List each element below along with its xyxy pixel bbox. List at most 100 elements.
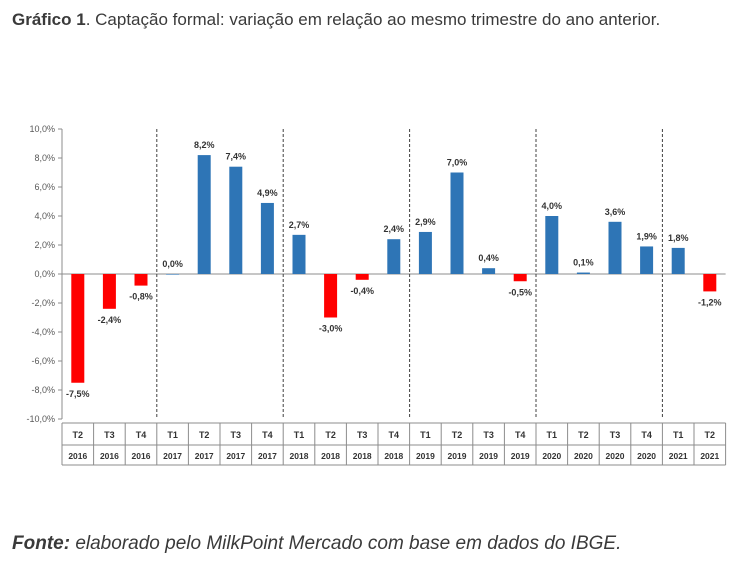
data-label: 3,6%	[605, 207, 626, 217]
x-tick-label-quarter: T2	[73, 430, 84, 440]
x-tick-label-quarter: T2	[705, 430, 716, 440]
source-note: Fonte: elaborado pelo MilkPoint Mercado …	[12, 533, 621, 555]
x-tick-label-quarter: T4	[389, 430, 400, 440]
chart-title-prefix: Gráfico 1	[12, 10, 86, 29]
x-tick-label-quarter: T2	[325, 430, 336, 440]
bar	[671, 247, 685, 274]
data-label: -3,0%	[319, 324, 343, 334]
bar	[576, 272, 590, 274]
x-tick-label-quarter: T4	[136, 430, 147, 440]
bar	[229, 166, 243, 274]
x-tick-label-year: 2019	[416, 451, 435, 461]
data-label: -0,5%	[508, 287, 532, 297]
x-tick-label-quarter: T1	[294, 430, 305, 440]
x-tick-label-year: 2017	[226, 451, 245, 461]
source-text: elaborado pelo MilkPoint Mercado com bas…	[70, 533, 622, 554]
data-label: 2,7%	[289, 220, 310, 230]
data-label: 0,0%	[162, 259, 183, 269]
x-tick-label-year: 2019	[479, 451, 498, 461]
bar	[355, 274, 369, 280]
bar	[260, 202, 274, 274]
x-tick-label-quarter: T3	[483, 430, 494, 440]
bar	[450, 172, 464, 274]
x-tick-label-year: 2017	[163, 451, 182, 461]
data-label: -0,8%	[129, 292, 153, 302]
data-label: 4,0%	[542, 201, 563, 211]
y-tick-label: 10,0%	[29, 124, 55, 134]
x-tick-label-year: 2020	[574, 451, 593, 461]
data-label: 2,4%	[384, 224, 405, 234]
bar	[513, 274, 527, 282]
y-tick-label: -8,0%	[31, 385, 55, 395]
x-tick-label-quarter: T1	[673, 430, 684, 440]
x-tick-label-quarter: T3	[104, 430, 115, 440]
x-tick-label-quarter: T4	[515, 430, 526, 440]
bar	[292, 234, 306, 274]
bar	[324, 274, 338, 318]
x-tick-label-quarter: T3	[231, 430, 242, 440]
x-tick-label-year: 2018	[384, 451, 403, 461]
x-tick-label-year: 2017	[195, 451, 214, 461]
x-tick-label-year: 2021	[669, 451, 688, 461]
bar	[482, 268, 496, 274]
x-tick-label-quarter: T3	[610, 430, 621, 440]
x-tick-label-quarter: T4	[641, 430, 652, 440]
data-label: 8,2%	[194, 140, 215, 150]
y-tick-label: -4,0%	[31, 327, 55, 337]
x-tick-label-quarter: T2	[452, 430, 463, 440]
x-tick-label-quarter: T2	[199, 430, 210, 440]
x-tick-label-year: 2016	[68, 451, 87, 461]
x-tick-label-quarter: T2	[578, 430, 589, 440]
data-label: 7,4%	[226, 152, 247, 162]
x-tick-label-year: 2018	[290, 451, 309, 461]
chart-title-text: . Captação formal: variação em relação a…	[85, 10, 661, 29]
data-label: -2,4%	[98, 315, 122, 325]
x-tick-label-year: 2016	[100, 451, 119, 461]
y-tick-label: -2,0%	[31, 298, 55, 308]
x-tick-label-year: 2020	[542, 451, 561, 461]
y-tick-label: 0,0%	[34, 269, 55, 279]
bar	[197, 155, 211, 274]
data-label: 0,4%	[478, 253, 499, 263]
x-tick-label-quarter: T1	[420, 430, 431, 440]
data-label: 2,9%	[415, 217, 436, 227]
bar	[387, 239, 401, 274]
x-tick-label-year: 2017	[258, 451, 277, 461]
bar	[545, 216, 559, 274]
bar	[134, 274, 148, 286]
bar-chart: -10,0% -8,0% -6,0% -4,0% -2,0% 0,0% 2,0% 4,0% 6,…	[26, 124, 727, 466]
x-tick-label-quarter: T4	[262, 430, 273, 440]
bar	[102, 274, 116, 309]
x-tick-label-year: 2020	[637, 451, 656, 461]
data-label: 7,0%	[447, 158, 468, 168]
bar	[640, 246, 654, 274]
x-tick-label-year: 2019	[448, 451, 467, 461]
data-label: 1,8%	[668, 233, 689, 243]
y-tick-label: 8,0%	[34, 153, 55, 163]
x-tick-label-quarter: T3	[357, 430, 368, 440]
x-tick-label-year: 2019	[511, 451, 530, 461]
x-tick-label-year: 2018	[353, 451, 372, 461]
chart-title: Gráfico 1. Captação formal: variação em …	[12, 10, 660, 30]
bar	[703, 274, 717, 292]
x-tick-label-year: 2018	[321, 451, 340, 461]
y-tick-label: -6,0%	[31, 356, 55, 366]
bar	[418, 231, 432, 274]
x-tick-label-quarter: T1	[547, 430, 558, 440]
x-tick-label-year: 2021	[700, 451, 719, 461]
y-tick-label: 4,0%	[34, 211, 55, 221]
x-tick-label-year: 2020	[606, 451, 625, 461]
data-label: -1,2%	[698, 297, 722, 307]
y-tick-label: 6,0%	[34, 182, 55, 192]
y-tick-label: -10,0%	[26, 414, 55, 424]
bar	[166, 274, 180, 275]
bar	[71, 274, 85, 383]
x-tick-label-year: 2016	[132, 451, 151, 461]
data-label: -7,5%	[66, 389, 90, 399]
data-label: 4,9%	[257, 188, 278, 198]
x-tick-label-quarter: T1	[167, 430, 178, 440]
data-label: -0,4%	[350, 286, 374, 296]
data-label: 0,1%	[573, 258, 594, 268]
source-prefix: Fonte:	[12, 533, 71, 554]
bar	[608, 221, 622, 274]
